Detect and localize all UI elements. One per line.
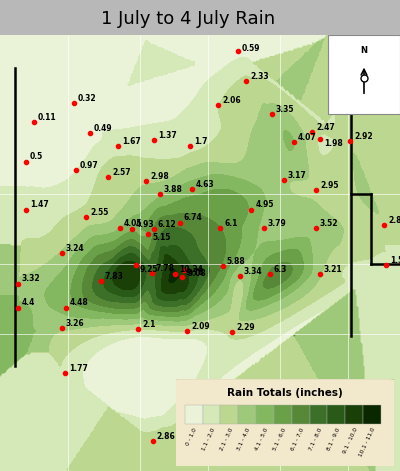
Text: 6.12: 6.12 — [158, 220, 177, 229]
Text: 3.21: 3.21 — [324, 265, 343, 274]
Text: 6.1: 6.1 — [224, 219, 237, 227]
Text: 0.11: 0.11 — [38, 114, 57, 122]
Text: Rain Totals (inches): Rain Totals (inches) — [227, 388, 343, 398]
Bar — [345, 405, 363, 424]
Text: 10.24: 10.24 — [179, 265, 203, 274]
Bar — [292, 405, 310, 424]
Text: 2.09: 2.09 — [191, 322, 210, 331]
Text: 7.78: 7.78 — [156, 264, 175, 273]
Text: 2.1: 2.1 — [142, 320, 155, 329]
Text: 4.93: 4.93 — [136, 220, 155, 229]
Text: 4.48: 4.48 — [70, 299, 89, 308]
Text: 9.78: 9.78 — [186, 268, 205, 277]
Text: 1.7: 1.7 — [194, 137, 208, 146]
Text: 4.63: 4.63 — [196, 179, 215, 188]
Text: 0.49: 0.49 — [94, 124, 113, 133]
Text: 0.97: 0.97 — [80, 161, 99, 170]
Text: 2.55: 2.55 — [90, 208, 108, 217]
Text: 3.52: 3.52 — [320, 219, 338, 227]
Text: 2.1 - 3.0: 2.1 - 3.0 — [219, 427, 234, 451]
Bar — [238, 405, 256, 424]
Text: 4.4: 4.4 — [22, 299, 35, 308]
Bar — [274, 405, 292, 424]
Text: 1.59: 1.59 — [390, 256, 400, 265]
Text: 1.98: 1.98 — [324, 138, 343, 147]
Text: 3.24: 3.24 — [66, 244, 85, 253]
Text: 8.1 - 9.0: 8.1 - 9.0 — [326, 427, 341, 451]
Text: 5.88: 5.88 — [227, 257, 246, 266]
Text: 4.05: 4.05 — [124, 219, 142, 227]
Text: 2.98: 2.98 — [150, 172, 169, 181]
Bar — [185, 405, 202, 424]
Text: 3.17: 3.17 — [288, 171, 307, 180]
Text: 1.67: 1.67 — [122, 137, 141, 146]
Text: 9.25: 9.25 — [140, 265, 158, 274]
Bar — [256, 405, 274, 424]
Text: 1.77: 1.77 — [69, 364, 88, 373]
Text: 0.5: 0.5 — [30, 153, 43, 162]
Text: 2.47: 2.47 — [316, 123, 335, 132]
Text: 2.57: 2.57 — [112, 168, 131, 177]
Text: 2.92: 2.92 — [354, 131, 373, 140]
Text: 9.1 - 10.0: 9.1 - 10.0 — [342, 427, 359, 455]
Bar — [363, 405, 381, 424]
Text: 7.1 - 8.0: 7.1 - 8.0 — [308, 427, 323, 451]
FancyBboxPatch shape — [328, 35, 400, 114]
Text: 2.89: 2.89 — [388, 216, 400, 225]
Text: 2.29: 2.29 — [236, 323, 255, 332]
Text: 3.34: 3.34 — [244, 267, 263, 276]
Text: 3.32: 3.32 — [22, 275, 41, 284]
FancyBboxPatch shape — [172, 378, 396, 468]
Text: 6.3: 6.3 — [274, 265, 287, 274]
Text: 1.47: 1.47 — [30, 201, 49, 210]
Text: 0.59: 0.59 — [242, 44, 260, 53]
Text: 4.07: 4.07 — [298, 133, 317, 142]
Text: 1.1 - 2.0: 1.1 - 2.0 — [201, 427, 216, 451]
Text: 2.06: 2.06 — [222, 96, 241, 105]
Text: 9.08: 9.08 — [188, 269, 207, 278]
Text: 2.86: 2.86 — [157, 432, 176, 441]
Text: 7.83: 7.83 — [105, 272, 124, 281]
Text: 0 - 1.0: 0 - 1.0 — [186, 427, 198, 447]
Bar — [220, 405, 238, 424]
Text: 3.1 - 4.0: 3.1 - 4.0 — [237, 427, 252, 451]
Text: 4.95: 4.95 — [255, 201, 274, 210]
Text: 5.15: 5.15 — [152, 233, 170, 242]
Text: 3.79: 3.79 — [268, 219, 287, 227]
Text: 4.1 - 5.0: 4.1 - 5.0 — [255, 427, 270, 451]
Text: 1 July to 4 July Rain: 1 July to 4 July Rain — [101, 10, 275, 28]
Text: 0.32: 0.32 — [78, 94, 97, 103]
Bar — [202, 405, 220, 424]
Text: 10.1 - 11.0: 10.1 - 11.0 — [359, 427, 376, 458]
Text: N: N — [360, 46, 368, 55]
Text: 1.37: 1.37 — [158, 131, 177, 140]
Text: 2.95: 2.95 — [320, 181, 338, 190]
Text: 3.35: 3.35 — [276, 105, 294, 114]
Bar — [310, 405, 328, 424]
Text: 6.1 - 7.0: 6.1 - 7.0 — [290, 427, 305, 451]
Text: 3.88: 3.88 — [164, 185, 183, 194]
Bar — [328, 405, 345, 424]
Text: 2.33: 2.33 — [250, 72, 269, 81]
Text: 5.1 - 6.0: 5.1 - 6.0 — [272, 427, 287, 451]
Text: 6.74: 6.74 — [184, 213, 203, 222]
Text: 3.26: 3.26 — [66, 319, 85, 328]
